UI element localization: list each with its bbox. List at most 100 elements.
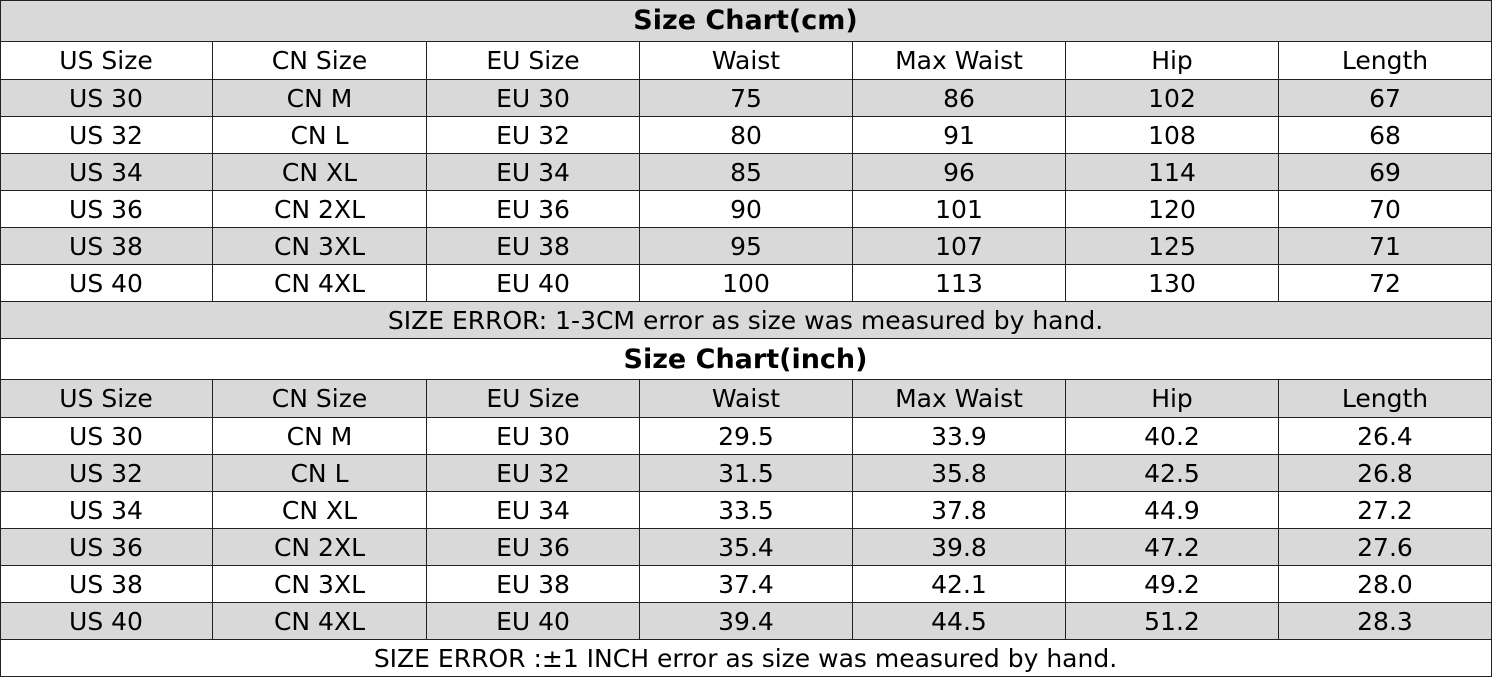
data-cell: CN L xyxy=(213,455,427,492)
data-cell: US 30 xyxy=(0,418,213,455)
data-cell: CN L xyxy=(213,117,427,154)
data-cell: 113 xyxy=(853,265,1066,302)
size-error-note: SIZE ERROR: 1-3CM error as size was meas… xyxy=(0,302,1492,339)
data-cell: 95 xyxy=(640,228,853,265)
data-cell: 35.8 xyxy=(853,455,1066,492)
data-cell: US 32 xyxy=(0,455,213,492)
data-cell: US 34 xyxy=(0,492,213,529)
data-cell: 44.9 xyxy=(1066,492,1279,529)
data-cell: CN 4XL xyxy=(213,603,427,640)
data-cell: CN XL xyxy=(213,492,427,529)
data-cell: 35.4 xyxy=(640,529,853,566)
header-cell: Hip xyxy=(1066,42,1279,80)
data-cell: EU 38 xyxy=(427,228,640,265)
data-cell: 33.5 xyxy=(640,492,853,529)
data-cell: 51.2 xyxy=(1066,603,1279,640)
data-cell: 96 xyxy=(853,154,1066,191)
data-cell: 102 xyxy=(1066,80,1279,117)
data-cell: 44.5 xyxy=(853,603,1066,640)
data-cell: 101 xyxy=(853,191,1066,228)
data-cell: 107 xyxy=(853,228,1066,265)
data-cell: US 38 xyxy=(0,566,213,603)
header-cell: Length xyxy=(1279,42,1492,80)
data-cell: 120 xyxy=(1066,191,1279,228)
data-cell: 26.8 xyxy=(1279,455,1492,492)
header-cell: CN Size xyxy=(213,42,427,80)
data-cell: 67 xyxy=(1279,80,1492,117)
data-cell: EU 32 xyxy=(427,117,640,154)
data-cell: US 38 xyxy=(0,228,213,265)
data-cell: CN 2XL xyxy=(213,191,427,228)
data-cell: US 30 xyxy=(0,80,213,117)
header-cell: EU Size xyxy=(427,42,640,80)
header-cell: Length xyxy=(1279,380,1492,418)
data-cell: EU 36 xyxy=(427,191,640,228)
data-cell: 42.1 xyxy=(853,566,1066,603)
data-cell: US 40 xyxy=(0,603,213,640)
header-cell: CN Size xyxy=(213,380,427,418)
data-cell: 29.5 xyxy=(640,418,853,455)
data-cell: 37.8 xyxy=(853,492,1066,529)
data-cell: 37.4 xyxy=(640,566,853,603)
data-cell: CN 2XL xyxy=(213,529,427,566)
data-cell: US 36 xyxy=(0,191,213,228)
data-cell: 114 xyxy=(1066,154,1279,191)
data-cell: CN 4XL xyxy=(213,265,427,302)
data-cell: 39.8 xyxy=(853,529,1066,566)
header-cell: Hip xyxy=(1066,380,1279,418)
data-cell: 80 xyxy=(640,117,853,154)
data-cell: 27.6 xyxy=(1279,529,1492,566)
data-cell: 125 xyxy=(1066,228,1279,265)
data-cell: 40.2 xyxy=(1066,418,1279,455)
data-cell: 85 xyxy=(640,154,853,191)
data-cell: 69 xyxy=(1279,154,1492,191)
data-cell: 42.5 xyxy=(1066,455,1279,492)
data-cell: CN 3XL xyxy=(213,228,427,265)
data-cell: 72 xyxy=(1279,265,1492,302)
data-cell: US 34 xyxy=(0,154,213,191)
table-title: Size Chart(cm) xyxy=(0,0,1492,42)
data-cell: 90 xyxy=(640,191,853,228)
data-cell: US 36 xyxy=(0,529,213,566)
data-cell: EU 32 xyxy=(427,455,640,492)
header-cell: US Size xyxy=(0,380,213,418)
header-cell: US Size xyxy=(0,42,213,80)
data-cell: EU 34 xyxy=(427,492,640,529)
data-cell: US 32 xyxy=(0,117,213,154)
data-cell: 27.2 xyxy=(1279,492,1492,529)
header-cell: Max Waist xyxy=(853,380,1066,418)
data-cell: CN M xyxy=(213,80,427,117)
data-cell: CN XL xyxy=(213,154,427,191)
header-cell: Waist xyxy=(640,42,853,80)
data-cell: 49.2 xyxy=(1066,566,1279,603)
data-cell: 33.9 xyxy=(853,418,1066,455)
data-cell: CN M xyxy=(213,418,427,455)
data-cell: EU 30 xyxy=(427,80,640,117)
data-cell: 28.3 xyxy=(1279,603,1492,640)
data-cell: EU 38 xyxy=(427,566,640,603)
data-cell: 75 xyxy=(640,80,853,117)
header-cell: EU Size xyxy=(427,380,640,418)
data-cell: EU 40 xyxy=(427,265,640,302)
data-cell: 100 xyxy=(640,265,853,302)
table-title: Size Chart(inch) xyxy=(0,339,1492,380)
data-cell: 130 xyxy=(1066,265,1279,302)
data-cell: 47.2 xyxy=(1066,529,1279,566)
data-cell: EU 34 xyxy=(427,154,640,191)
data-cell: 91 xyxy=(853,117,1066,154)
data-cell: 28.0 xyxy=(1279,566,1492,603)
data-cell: 26.4 xyxy=(1279,418,1492,455)
data-cell: 108 xyxy=(1066,117,1279,154)
data-cell: 86 xyxy=(853,80,1066,117)
data-cell: EU 40 xyxy=(427,603,640,640)
data-cell: 31.5 xyxy=(640,455,853,492)
data-cell: EU 36 xyxy=(427,529,640,566)
data-cell: US 40 xyxy=(0,265,213,302)
data-cell: 68 xyxy=(1279,117,1492,154)
data-cell: 70 xyxy=(1279,191,1492,228)
data-cell: 71 xyxy=(1279,228,1492,265)
header-cell: Waist xyxy=(640,380,853,418)
data-cell: CN 3XL xyxy=(213,566,427,603)
header-cell: Max Waist xyxy=(853,42,1066,80)
